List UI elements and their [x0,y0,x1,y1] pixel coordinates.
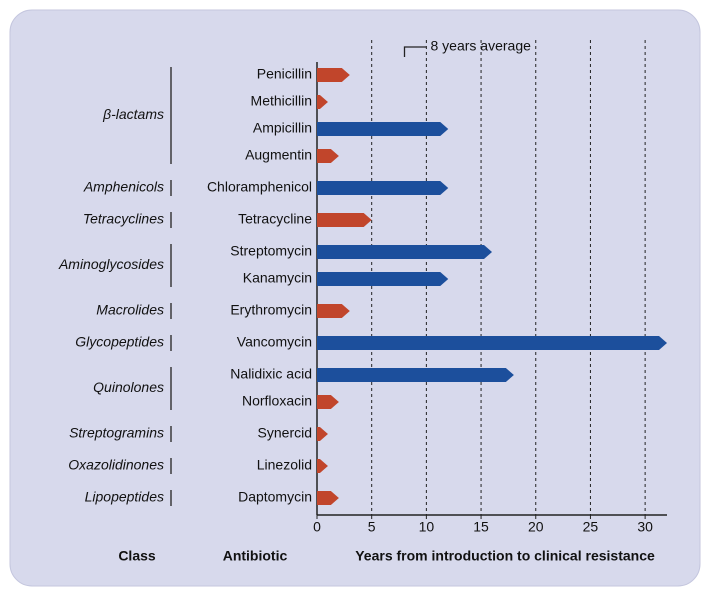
y-tick-label: Nalidixic acid [230,366,312,382]
class-header: Class [118,548,156,564]
y-tick-label: Erythromycin [230,302,312,318]
bar [317,181,449,195]
x-tick-label: 0 [313,519,321,535]
x-tick-label: 10 [419,519,435,535]
bar [317,122,449,136]
annotation: 8 years average [431,38,532,54]
y-tick-label: Methicillin [251,93,312,109]
x-tick-label: 5 [368,519,376,535]
y-tick-label: Linezolid [257,457,312,473]
class-label: Amphenicols [83,179,164,195]
bar [317,368,514,382]
bar [317,491,339,505]
class-label: Glycopeptides [75,334,164,350]
y-tick-label: Chloramphenicol [207,179,312,195]
x-tick-label: 15 [473,519,489,535]
y-tick-label: Synercid [258,425,312,441]
class-label: Streptogramins [69,425,164,441]
y-tick-label: Augmentin [245,147,312,163]
class-label: β-lactams [102,106,164,122]
x-tick-label: 30 [637,519,653,535]
y-tick-label: Norfloxacin [242,393,312,409]
class-label: Aminoglycosides [58,256,164,272]
y-tick-label: Penicillin [257,66,312,82]
antibiotic-header: Antibiotic [223,548,288,564]
y-tick-label: Vancomycin [237,334,312,350]
bar [317,459,328,473]
y-tick-label: Ampicillin [253,120,312,136]
y-tick-label: Daptomycin [238,489,312,505]
class-label: Macrolides [96,302,164,318]
bar [317,245,492,259]
bar [317,395,339,409]
class-label: Tetracyclines [83,211,164,227]
y-tick-label: Tetracycline [238,211,312,227]
bar [317,149,339,163]
class-label: Oxazolidinones [68,457,164,473]
bar [317,95,328,109]
x-tick-label: 25 [583,519,599,535]
y-tick-label: Streptomycin [230,243,312,259]
class-label: Lipopeptides [85,489,164,505]
bar [317,68,350,82]
class-label: Quinolones [93,379,164,395]
bar [317,427,328,441]
panel [9,9,701,587]
y-tick-label: Kanamycin [243,270,312,286]
bar [317,336,667,350]
annotation-arrow [403,46,427,57]
x-axis-label: Years from introduction to clinical resi… [355,548,655,564]
bar [317,272,449,286]
x-tick-label: 20 [528,519,544,535]
bar [317,213,372,227]
bar [317,304,350,318]
